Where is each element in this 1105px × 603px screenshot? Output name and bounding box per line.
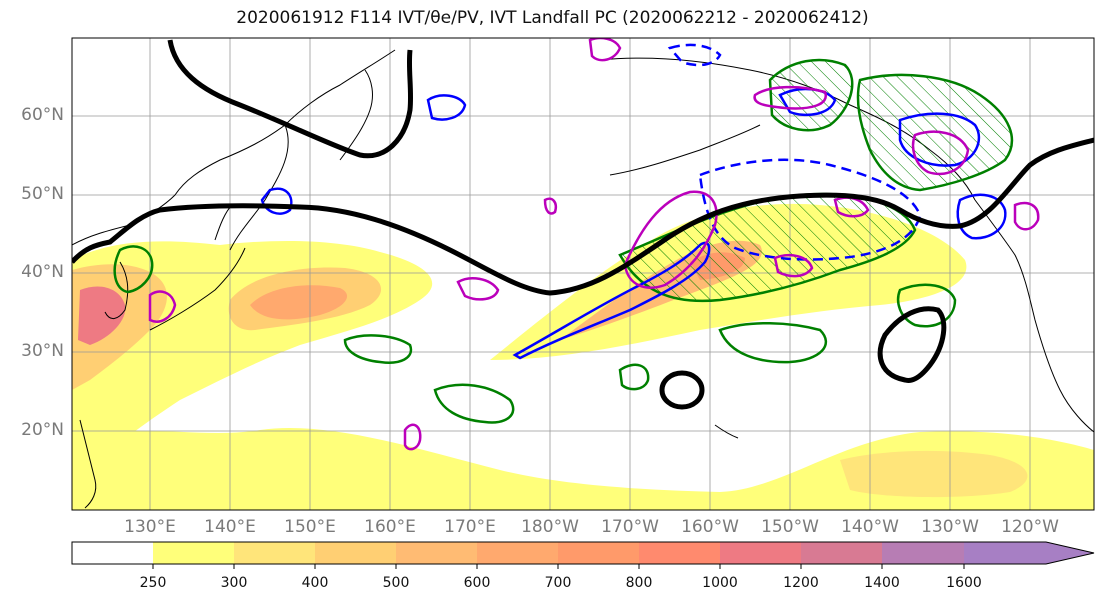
colorbar-label-700: 700 [544, 575, 572, 591]
pv-contour-siberia [167, 39, 414, 159]
colorbar-bin-3 [315, 542, 396, 564]
theta-contour-subtropics [403, 423, 422, 451]
positive-contour-northwest [956, 193, 1007, 240]
colorbar-bin-0 [72, 542, 153, 564]
lon-label-160e: 160°E [364, 517, 416, 537]
theta-contour-arctic [588, 38, 622, 62]
colorbar-bin-10 [882, 542, 964, 564]
colorbar-outline [71, 541, 1095, 565]
ivt-region-tropics-core [840, 450, 1028, 498]
colorbar-label-800: 800 [625, 575, 653, 591]
coastline-north-america [974, 199, 1094, 433]
colorbar-label-500: 500 [382, 575, 410, 591]
map-frame [71, 37, 1095, 511]
positive-contour-ar [512, 241, 711, 360]
colorbar-bin-2 [234, 542, 315, 564]
colorbar-bin-1 [153, 542, 234, 564]
theta-contour-korea [148, 290, 177, 323]
colorbar-bin-6 [558, 542, 639, 564]
colorbar-label-1600: 1600 [946, 575, 982, 591]
ivt-region-west-peak [78, 286, 126, 345]
landfall-pc-regions [113, 58, 1014, 424]
coastline-korea [104, 261, 129, 319]
ivt-shading [72, 203, 1094, 510]
coastline-taiwan-philippines [79, 419, 97, 509]
coastline-hawaii [714, 424, 739, 439]
colorbar-label-600: 600 [463, 575, 491, 591]
colorbar-ticks [152, 564, 965, 569]
positive-contour-alaska [778, 87, 837, 117]
colorbar-label-1000: 1000 [702, 575, 738, 591]
theta-contour-alaska [753, 85, 827, 110]
negative-contour-north [667, 43, 722, 67]
lat-label-60n: 60°N [21, 105, 64, 125]
theta-contour-east [773, 254, 814, 278]
ivt-region-tropics [72, 428, 1094, 510]
colorbar-bin-4 [396, 542, 477, 564]
ivt-region-kuroshio-core [250, 285, 348, 320]
pv-contour-main [72, 137, 1094, 296]
theta-contour-canada [911, 130, 970, 176]
lon-label-150e: 150°E [284, 517, 336, 537]
positive-contour-kamchatka [426, 94, 467, 121]
landfall-region-east-pacific [718, 321, 827, 364]
lon-label-140w: 140°W [841, 517, 899, 537]
lat-label-50n: 50°N [21, 184, 64, 204]
coastline-kamchatka [339, 69, 373, 161]
colorbar-bin-7 [639, 542, 720, 564]
theta-contour-west [456, 277, 500, 301]
theta-contour-ar-jet [623, 190, 718, 289]
lon-label-170w: 170°W [601, 517, 659, 537]
colorbar-label-1200: 1200 [783, 575, 819, 591]
landfall-region-gulf [433, 383, 515, 424]
landfall-region-subtropics [343, 334, 413, 364]
lon-label-140e: 140°E [204, 517, 256, 537]
colorbar-label-300: 300 [220, 575, 248, 591]
pv-contours [72, 39, 1094, 410]
lat-label-40n: 40°N [21, 262, 64, 282]
pv-contour-subtropical-low [659, 370, 705, 410]
colorbar-bin-8 [720, 542, 801, 564]
graticule [72, 38, 1094, 510]
lon-label-130e: 130°E [124, 517, 176, 537]
landfall-region-tropical [618, 363, 650, 391]
colorbar [71, 541, 1095, 569]
landfall-region-japan [113, 245, 154, 294]
theta-contour-northeast [1013, 201, 1040, 231]
lon-label-120w: 120°W [1001, 517, 1059, 537]
colorbar-label-1400: 1400 [864, 575, 900, 591]
lon-label-160w: 160°W [681, 517, 739, 537]
lat-label-30n: 30°N [21, 341, 64, 361]
lon-label-170e: 170°E [444, 517, 496, 537]
lat-label-20n: 20°N [21, 420, 64, 440]
theta-contour-north-central [543, 197, 557, 215]
colorbar-bin-11 [964, 542, 1046, 564]
colorbar-extend-arrow [1046, 542, 1094, 564]
lon-label-180w: 180°W [521, 517, 579, 537]
lon-label-150w: 150°W [761, 517, 819, 537]
colorbar-label-250: 250 [139, 575, 167, 591]
colorbar-bin-5 [477, 542, 558, 564]
colorbar-bin-9 [801, 542, 882, 564]
map-title: 2020061912 F114 IVT/θe/PV, IVT Landfall … [236, 8, 869, 28]
lon-label-130w: 130°W [921, 517, 979, 537]
pv-contour-east-pacific-cutoff [877, 306, 947, 383]
coastline-aleutians [609, 124, 761, 176]
colorbar-label-400: 400 [301, 575, 329, 591]
positive-contour-north-pacific [260, 187, 293, 215]
